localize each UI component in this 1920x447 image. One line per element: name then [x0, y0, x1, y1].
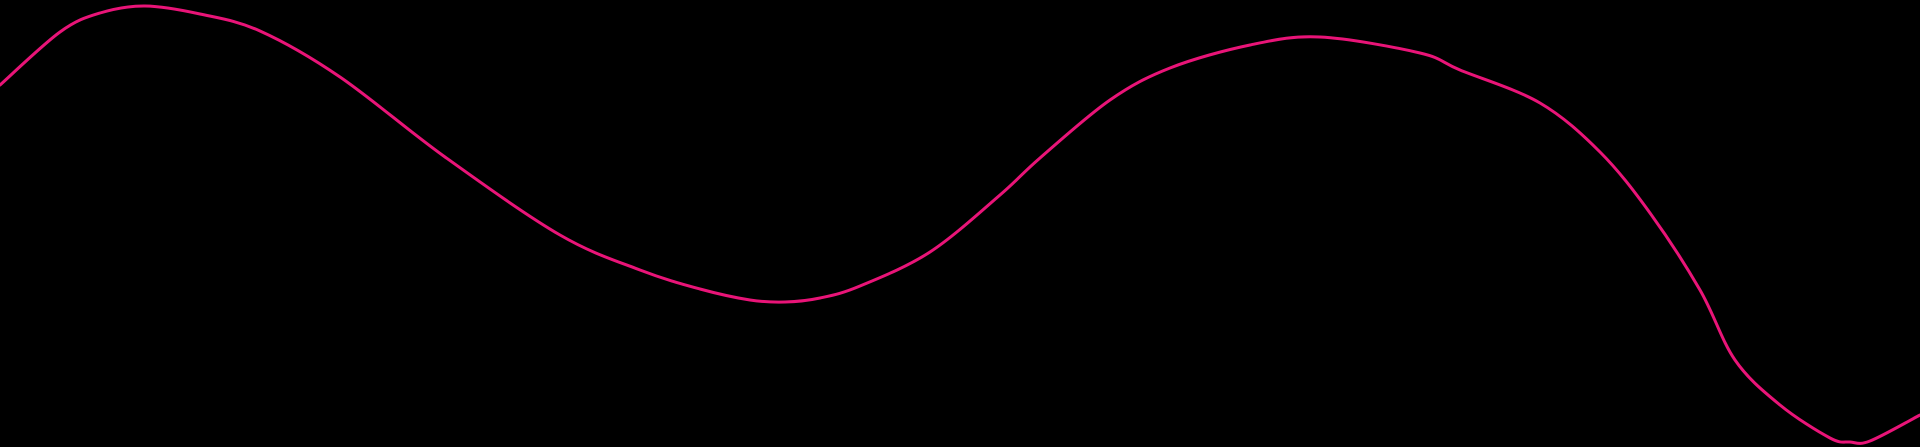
wave-path: [0, 4, 1920, 445]
